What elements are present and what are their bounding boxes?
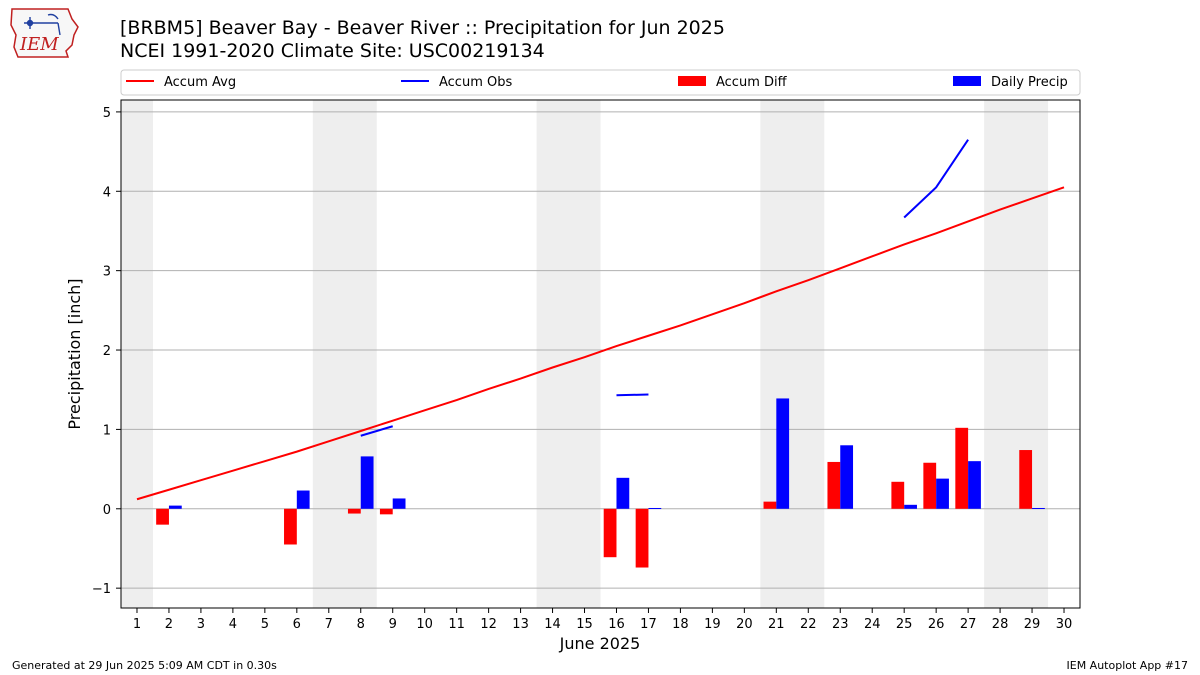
iem-logo: IEM xyxy=(10,8,79,58)
app-credit: IEM Autoplot App #17 xyxy=(1066,659,1189,672)
y-tick-label: 0 xyxy=(103,503,111,518)
logo-text: IEM xyxy=(19,34,59,55)
x-tick-label: 24 xyxy=(864,617,881,632)
lines xyxy=(136,139,1065,501)
daily-precip-bar xyxy=(904,504,917,509)
x-tick-label: 15 xyxy=(576,617,593,632)
accum-obs-line xyxy=(903,139,969,219)
daily-precip-bar xyxy=(616,477,630,509)
legend-swatch-accum-diff xyxy=(678,76,706,86)
weekend-shade-5 xyxy=(984,100,1049,608)
x-tick-label: 16 xyxy=(608,617,625,632)
accum-diff-bar xyxy=(156,508,169,525)
x-tick-label: 1 xyxy=(133,617,141,632)
accum-diff-bar xyxy=(1019,450,1033,509)
x-tick-label: 8 xyxy=(357,617,365,632)
weather-station-icon xyxy=(24,13,61,36)
daily-precip-bar xyxy=(392,498,406,509)
legend-label-accum-obs: Accum Obs xyxy=(439,75,512,90)
x-tick-label: 11 xyxy=(448,617,465,632)
x-axis-label: June 2025 xyxy=(559,634,641,653)
x-tick-label: 2 xyxy=(165,617,173,632)
legend: Accum Avg Accum Obs Accum Diff Daily Precip xyxy=(120,69,1081,96)
chart-subtitle: NCEI 1991-2020 Climate Site: USC00219134 xyxy=(120,40,545,62)
daily-precip-bar xyxy=(648,507,662,509)
legend-swatch-daily-precip xyxy=(953,76,981,86)
x-tick-label: 5 xyxy=(261,617,269,632)
y-tick-label: 3 xyxy=(103,265,111,280)
daily-precip-bar xyxy=(168,505,182,509)
x-tick-label: 21 xyxy=(768,617,785,632)
x-tick-label: 29 xyxy=(1024,617,1041,632)
legend-box xyxy=(120,69,1081,96)
x-tick-label: 3 xyxy=(197,617,205,632)
accum-diff-bar xyxy=(635,508,649,568)
x-tick-label: 28 xyxy=(992,617,1009,632)
accum-diff-bar xyxy=(763,501,777,509)
daily-precip-bar xyxy=(968,461,981,509)
x-tick-label: 18 xyxy=(672,617,689,632)
accum-avg-line xyxy=(136,186,1065,501)
x-tick-label: 22 xyxy=(800,617,817,632)
x-tick-label: 23 xyxy=(832,617,849,632)
y-tick-label: 4 xyxy=(103,185,111,200)
x-tick-label: 13 xyxy=(512,617,529,632)
daily-precip-bar xyxy=(936,478,949,509)
weekend-shade-2 xyxy=(312,100,377,608)
accum-diff-bar xyxy=(923,462,937,509)
accum-diff-bar xyxy=(284,508,297,545)
daily-precip-bar xyxy=(296,490,310,509)
daily-precip-bar xyxy=(840,445,854,509)
accum-diff-bar xyxy=(603,508,617,558)
x-tick-label: 14 xyxy=(544,617,561,632)
y-tick-label: 2 xyxy=(103,344,111,359)
weekend-shade-3 xyxy=(536,100,601,608)
grid-lines xyxy=(121,111,1080,589)
y-tick-label: −1 xyxy=(92,582,111,597)
x-tick-label: 19 xyxy=(704,617,721,632)
x-tick-label: 7 xyxy=(325,617,333,632)
y-tick-label: 5 xyxy=(103,106,111,121)
accum-diff-bar xyxy=(955,427,969,509)
x-tick-label: 9 xyxy=(389,617,397,632)
generated-timestamp: Generated at 29 Jun 2025 5:09 AM CDT in … xyxy=(12,659,277,672)
legend-label-daily-precip: Daily Precip xyxy=(991,75,1068,90)
daily-precip-bar xyxy=(776,398,790,509)
x-tick-label: 17 xyxy=(640,617,657,632)
legend-label-accum-avg: Accum Avg xyxy=(164,75,236,90)
accum-obs-line xyxy=(360,425,394,437)
daily-precip-bar xyxy=(360,456,374,509)
x-tick-label: 10 xyxy=(416,617,433,632)
accum-diff-bar xyxy=(379,508,393,515)
y-axis-label: Precipitation [inch] xyxy=(65,278,84,429)
weekend-shading xyxy=(121,100,1049,608)
x-tick-label: 12 xyxy=(480,617,497,632)
weekend-shade-4 xyxy=(760,100,825,608)
weekend-shade-1 xyxy=(121,100,153,608)
chart-title: [BRBM5] Beaver Bay - Beaver River :: Pre… xyxy=(120,17,725,39)
x-tick-label: 26 xyxy=(928,617,945,632)
bars xyxy=(156,398,1045,568)
accum-obs-line xyxy=(616,393,649,397)
plot-frame xyxy=(120,99,1081,609)
x-tick-label: 20 xyxy=(736,617,753,632)
legend-label-accum-diff: Accum Diff xyxy=(716,75,788,90)
y-tick-label: 1 xyxy=(103,423,111,438)
x-tick-label: 6 xyxy=(293,617,301,632)
x-tick-label: 27 xyxy=(960,617,977,632)
daily-precip-bar xyxy=(1032,507,1045,509)
x-tick-label: 25 xyxy=(896,617,913,632)
accum-diff-bar xyxy=(891,481,905,509)
x-tick-label: 30 xyxy=(1056,617,1073,632)
accum-diff-bar xyxy=(827,461,841,509)
accum-diff-bar xyxy=(347,508,361,514)
x-tick-label: 4 xyxy=(229,617,237,632)
